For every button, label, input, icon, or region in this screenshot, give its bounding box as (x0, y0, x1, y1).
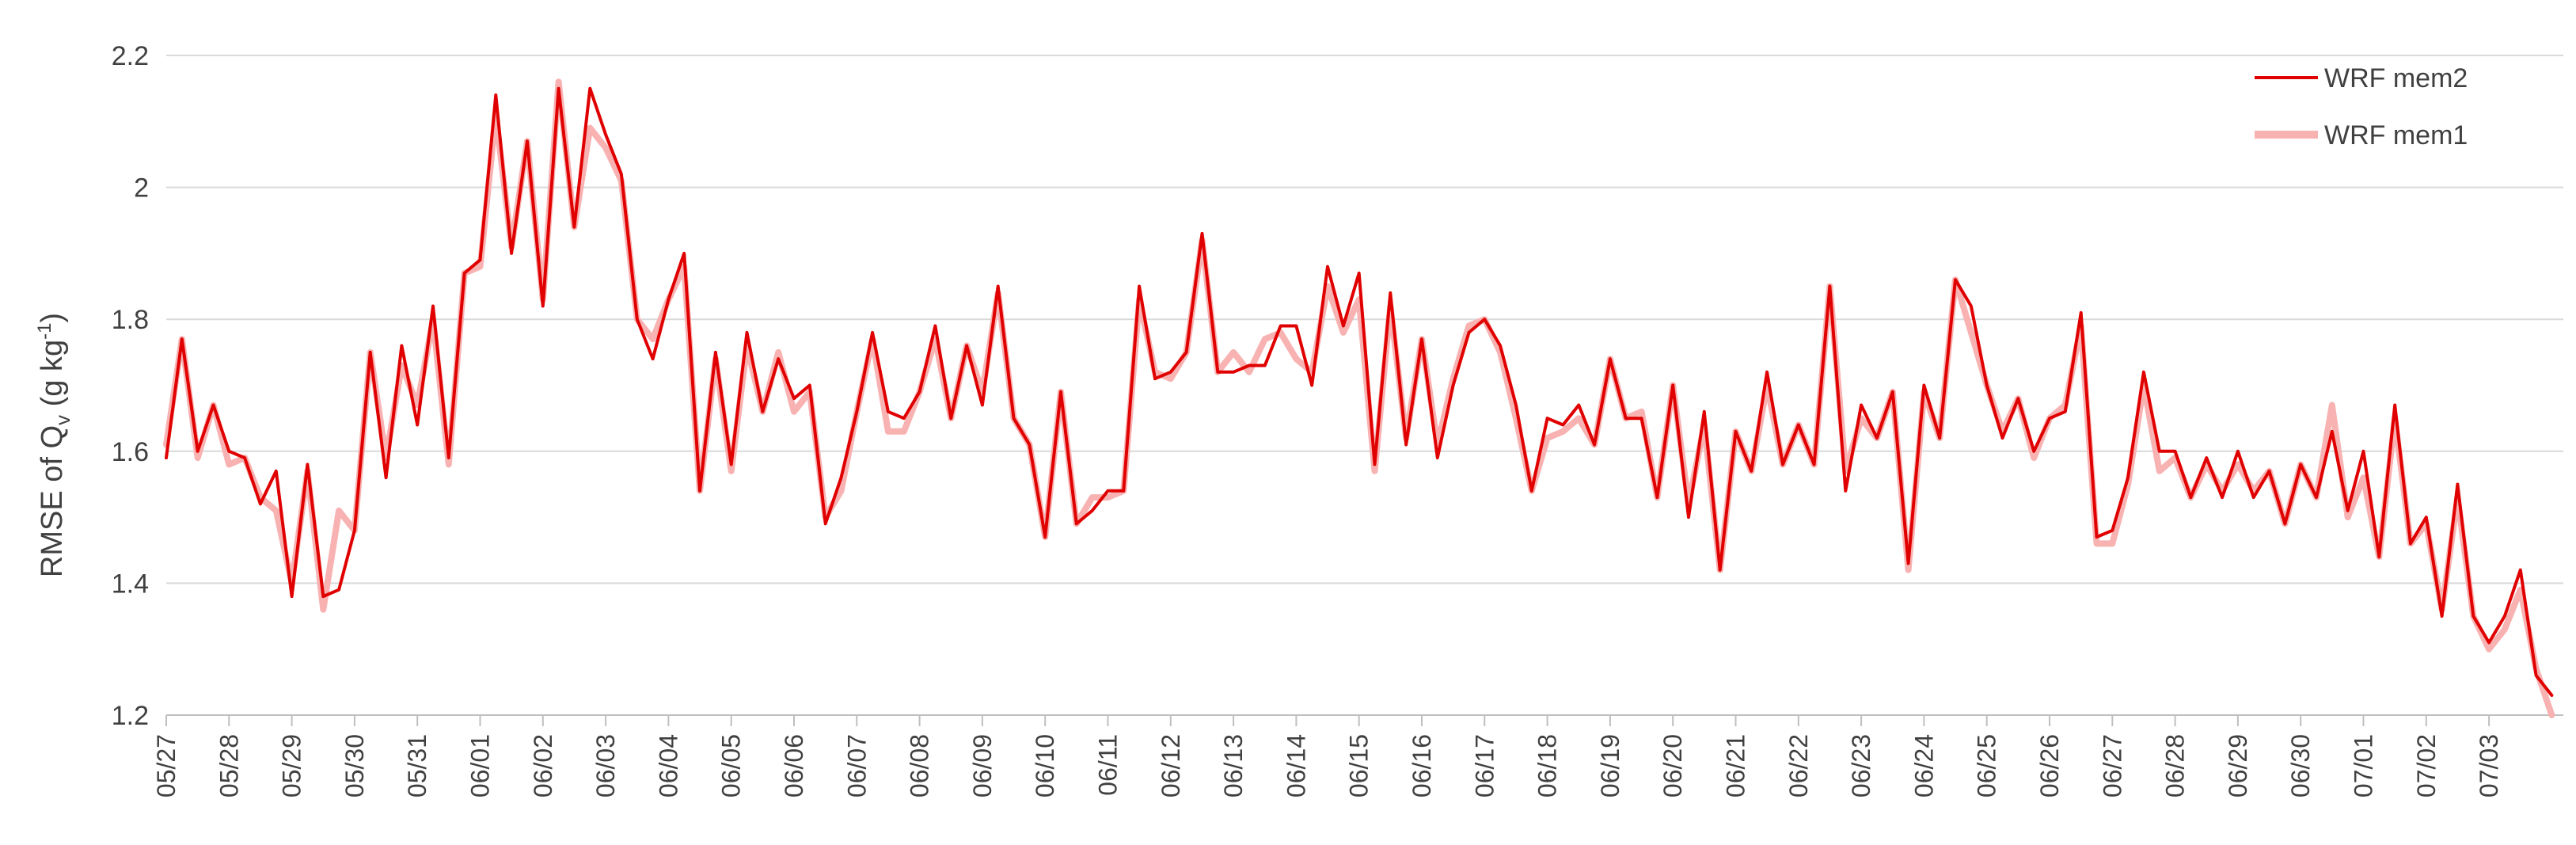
y-axis-ticks: 1.2 1.4 1.6 1.8 2 2.2 (112, 41, 149, 731)
legend-label-mem2: WRF mem2 (2324, 63, 2468, 93)
x-tick-label: 06/30 (2286, 734, 2315, 797)
y-axis-label: RMSE of Qv (g kg-1) (34, 313, 74, 577)
legend: WRF mem2 WRF mem1 (2255, 63, 2468, 150)
x-tick-label: 06/24 (1909, 734, 1938, 797)
x-tick-label: 05/31 (403, 734, 431, 797)
x-tick-label: 06/13 (1219, 734, 1248, 797)
x-tick-label: 06/15 (1345, 734, 1373, 797)
y-tick-label: 1.4 (112, 569, 149, 599)
x-tick-label: 06/20 (1658, 734, 1687, 797)
x-tick-label: 06/22 (1784, 734, 1813, 797)
x-tick-label: 06/16 (1408, 734, 1436, 797)
y-tick-label: 1.2 (112, 701, 149, 731)
x-tick-label: 06/19 (1596, 734, 1624, 797)
x-tick-label: 06/21 (1722, 734, 1750, 797)
x-tick-label: 06/26 (2035, 734, 2064, 797)
x-tick-label: 06/17 (1470, 734, 1499, 797)
x-tick-label: 06/29 (2224, 734, 2252, 797)
x-tick-label: 06/03 (591, 734, 620, 797)
x-tick-label: 06/11 (1094, 734, 1123, 796)
x-tick-label: 06/07 (842, 734, 871, 797)
series-line-mem2 (165, 86, 2554, 697)
x-tick-label: 05/30 (340, 734, 369, 797)
x-tick-label: 06/08 (906, 734, 934, 797)
y-tick-label: 1.8 (112, 305, 149, 335)
x-tick-label: 06/01 (466, 734, 495, 797)
y-tick-label: 2 (134, 173, 149, 204)
x-axis-ticks: 05/27 05/28 05/29 05/30 05/31 06/01 06/02 06/03… (152, 715, 2503, 797)
x-tick-label: 06/23 (1847, 734, 1875, 797)
x-tick-label: 06/05 (717, 734, 746, 797)
x-tick-label: 06/06 (780, 734, 808, 797)
x-tick-label: 05/27 (152, 734, 180, 797)
x-tick-label: 06/27 (2098, 734, 2126, 797)
gridlines (166, 55, 2563, 584)
x-tick-label: 06/18 (1533, 734, 1562, 797)
series-line-mem1 (163, 78, 2555, 718)
x-tick-label: 06/10 (1031, 734, 1059, 797)
x-tick-label: 06/25 (1973, 734, 2001, 797)
x-tick-label: 06/28 (2161, 734, 2190, 797)
legend-label-mem1: WRF mem1 (2324, 120, 2468, 150)
x-tick-label: 07/02 (2412, 734, 2441, 797)
series-lines (163, 78, 2555, 718)
y-tick-label: 2.2 (112, 41, 149, 71)
x-tick-label: 05/28 (215, 734, 243, 797)
x-tick-label: 06/12 (1157, 734, 1185, 797)
x-tick-label: 06/14 (1282, 734, 1310, 797)
x-tick-label: 06/09 (968, 734, 997, 797)
x-tick-label: 06/02 (529, 734, 557, 797)
y-tick-label: 1.6 (112, 437, 149, 467)
x-tick-label: 05/29 (278, 734, 306, 797)
x-tick-label: 06/04 (654, 734, 682, 797)
x-tick-label: 07/03 (2475, 734, 2503, 797)
x-tick-label: 07/01 (2350, 734, 2378, 797)
